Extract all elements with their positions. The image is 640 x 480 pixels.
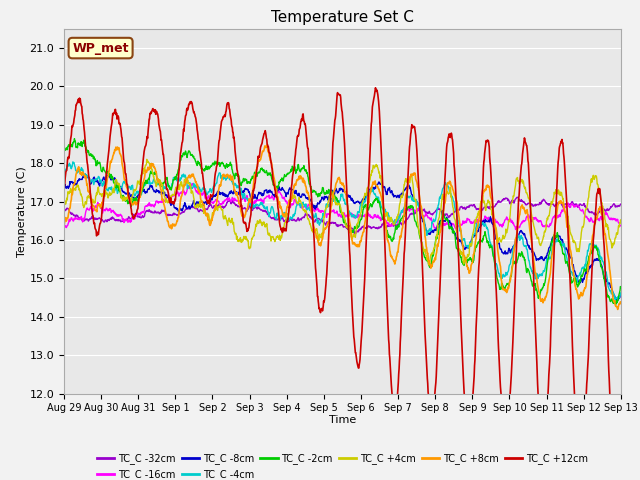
TC_C +12cm: [612, 476, 620, 480]
TC_C +12cm: [502, 430, 509, 435]
TC_C +12cm: [372, 85, 380, 91]
TC_C +4cm: [143, 156, 150, 162]
TC_C +12cm: [184, 106, 191, 112]
TC_C -16cm: [502, 216, 509, 222]
TC_C -32cm: [552, 202, 559, 208]
TC_C -2cm: [612, 301, 620, 307]
TC_C -32cm: [429, 211, 437, 217]
TC_C -4cm: [184, 185, 192, 191]
Line: TC_C -32cm: TC_C -32cm: [64, 197, 621, 233]
TC_C +4cm: [502, 228, 510, 233]
TC_C -2cm: [246, 178, 254, 184]
TC_C -16cm: [617, 223, 625, 228]
TC_C +8cm: [502, 288, 509, 294]
Y-axis label: Temperature (C): Temperature (C): [17, 166, 27, 257]
TC_C -32cm: [184, 206, 191, 212]
TC_C +12cm: [617, 444, 625, 450]
Line: TC_C -4cm: TC_C -4cm: [64, 162, 621, 300]
TC_C +12cm: [170, 199, 178, 204]
Text: WP_met: WP_met: [72, 42, 129, 55]
TC_C -4cm: [614, 297, 621, 302]
Legend: TC_C -32cm, TC_C -16cm, TC_C -8cm, TC_C -4cm, TC_C -2cm, TC_C +4cm, TC_C +8cm, T: TC_C -32cm, TC_C -16cm, TC_C -8cm, TC_C …: [93, 450, 592, 480]
TC_C +8cm: [184, 175, 191, 180]
TC_C -8cm: [81, 171, 89, 177]
TC_C -4cm: [502, 270, 509, 276]
Line: TC_C -16cm: TC_C -16cm: [64, 184, 621, 229]
Line: TC_C -2cm: TC_C -2cm: [64, 139, 621, 304]
TC_C -8cm: [60, 179, 68, 185]
TC_C +12cm: [429, 406, 437, 411]
TC_C +4cm: [246, 245, 254, 251]
TC_C -32cm: [170, 212, 178, 217]
TC_C -8cm: [614, 298, 621, 303]
Line: TC_C +12cm: TC_C +12cm: [64, 88, 621, 479]
TC_C +8cm: [246, 200, 254, 205]
TC_C -4cm: [429, 218, 437, 224]
TC_C +12cm: [60, 183, 68, 189]
Line: TC_C +4cm: TC_C +4cm: [64, 159, 621, 265]
TC_C -4cm: [60, 168, 68, 174]
Line: TC_C -8cm: TC_C -8cm: [64, 174, 621, 300]
TC_C +4cm: [425, 262, 433, 268]
TC_C -16cm: [552, 214, 559, 219]
TC_C -4cm: [171, 177, 179, 182]
TC_C -2cm: [171, 177, 179, 182]
TC_C -32cm: [502, 195, 509, 201]
TC_C +8cm: [60, 221, 68, 227]
TC_C -2cm: [551, 233, 559, 239]
TC_C +12cm: [551, 223, 559, 229]
TC_C +8cm: [170, 221, 178, 227]
TC_C -8cm: [184, 205, 192, 211]
TC_C -2cm: [617, 285, 625, 290]
TC_C -16cm: [60, 224, 68, 229]
TC_C -4cm: [551, 238, 559, 244]
TC_C +8cm: [429, 259, 437, 264]
TC_C +4cm: [552, 190, 559, 196]
TC_C -8cm: [429, 229, 437, 235]
TC_C -2cm: [502, 283, 509, 288]
TC_C +8cm: [617, 299, 625, 305]
TC_C -32cm: [617, 201, 625, 207]
TC_C -4cm: [617, 290, 625, 296]
TC_C +12cm: [246, 216, 254, 222]
TC_C -16cm: [170, 192, 178, 197]
TC_C -32cm: [351, 230, 359, 236]
TC_C +8cm: [263, 142, 271, 148]
TC_C -8cm: [551, 236, 559, 242]
TC_C +4cm: [171, 190, 179, 195]
TC_C +8cm: [551, 224, 559, 229]
TC_C +4cm: [60, 201, 68, 207]
TC_C +4cm: [429, 247, 437, 253]
X-axis label: Time: Time: [329, 415, 356, 425]
TC_C -32cm: [60, 208, 68, 214]
TC_C -8cm: [617, 292, 625, 298]
Title: Temperature Set C: Temperature Set C: [271, 10, 414, 25]
Line: TC_C +8cm: TC_C +8cm: [64, 145, 621, 310]
TC_C -2cm: [184, 150, 192, 156]
TC_C -8cm: [502, 251, 509, 257]
TC_C -16cm: [429, 221, 437, 227]
TC_C -8cm: [171, 205, 179, 211]
TC_C -16cm: [188, 181, 196, 187]
TC_C -16cm: [184, 184, 191, 190]
TC_C +4cm: [184, 180, 192, 186]
TC_C -16cm: [512, 227, 520, 232]
TC_C -2cm: [429, 253, 437, 259]
TC_C -8cm: [246, 195, 254, 201]
TC_C -16cm: [246, 201, 254, 206]
TC_C -2cm: [60, 145, 68, 151]
TC_C -4cm: [246, 202, 254, 208]
TC_C -2cm: [70, 136, 78, 142]
TC_C +8cm: [614, 307, 621, 312]
TC_C -32cm: [246, 204, 254, 209]
TC_C -32cm: [514, 194, 522, 200]
TC_C +4cm: [617, 217, 625, 223]
TC_C -4cm: [69, 159, 77, 165]
